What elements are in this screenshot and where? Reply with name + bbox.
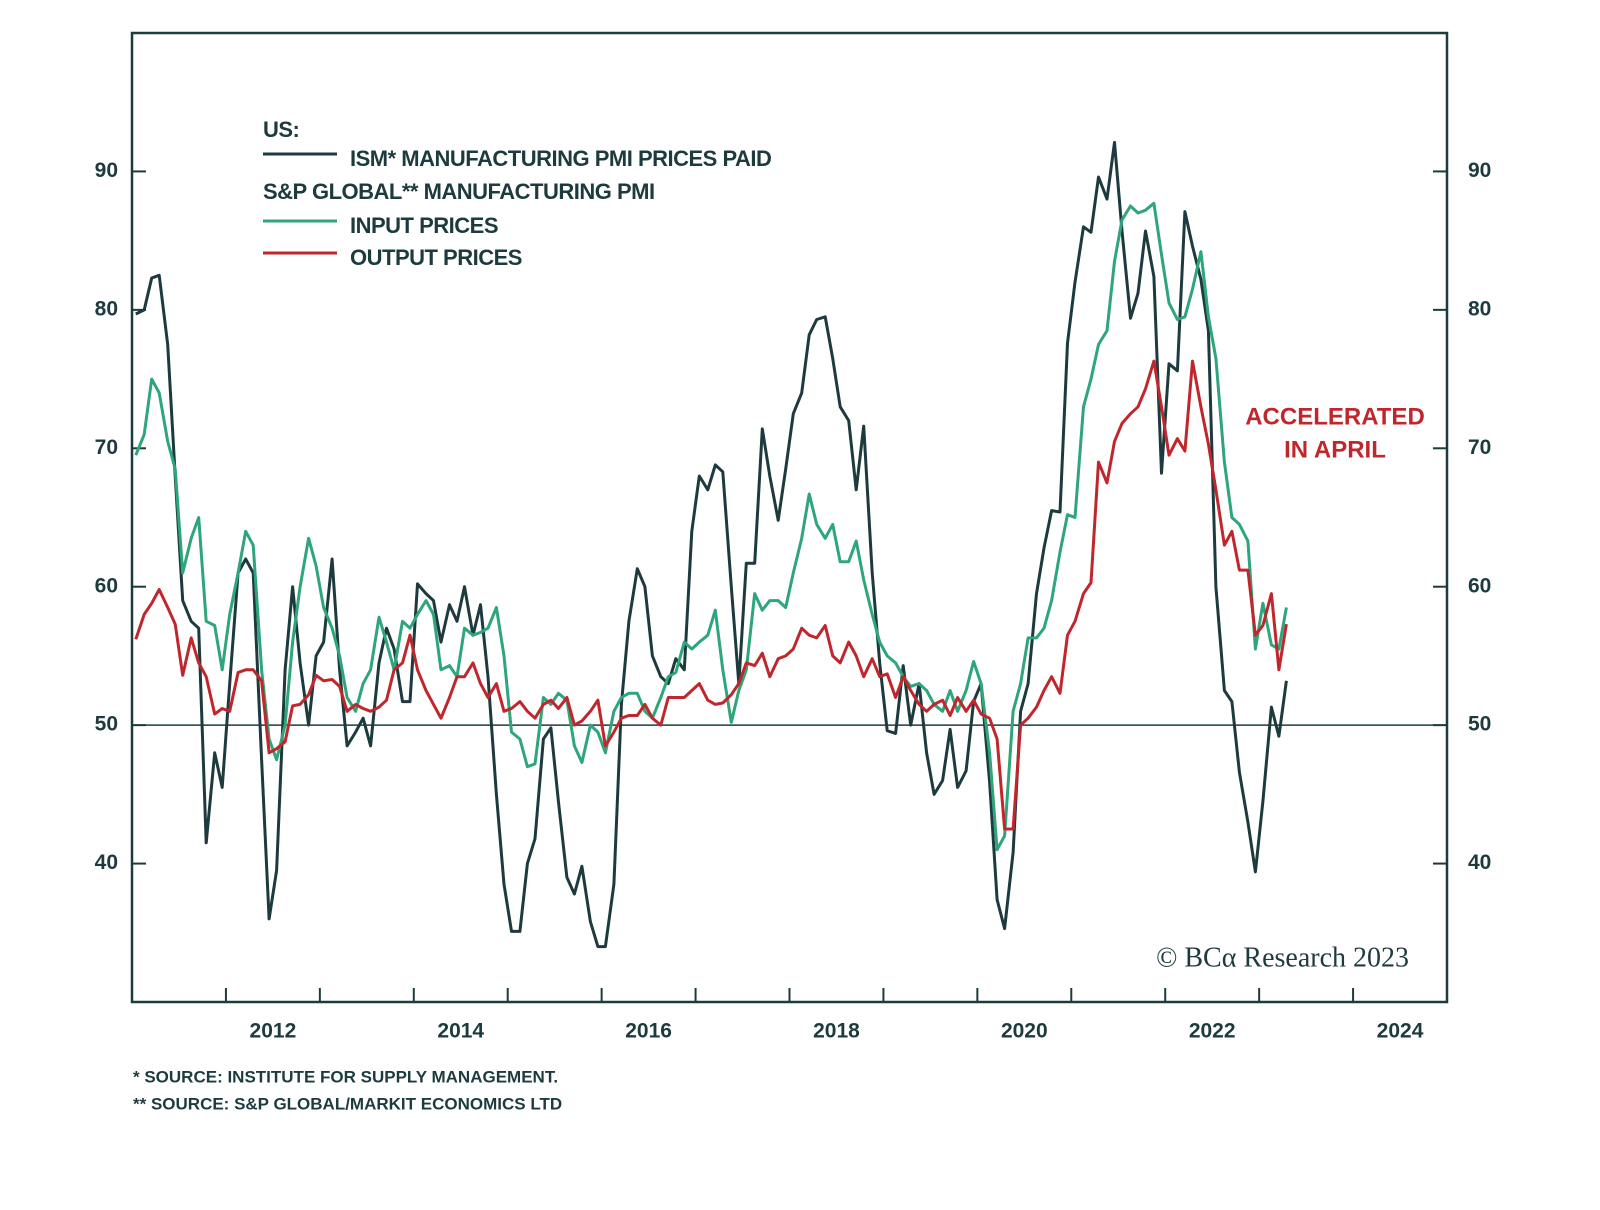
annotation: IN APRIL (1284, 436, 1386, 463)
y2-tick-label: 50 (1468, 713, 1491, 736)
x-tick-label: 2014 (437, 1020, 484, 1043)
y2-tick-label: 70 (1468, 436, 1491, 459)
x-tick-label: 2022 (1189, 1020, 1236, 1043)
annotation: ACCELERATED (1245, 403, 1425, 430)
x-tick-label: 2024 (1377, 1020, 1424, 1043)
y-tick-label: 80 (95, 297, 118, 320)
footnote: * SOURCE: INSTITUTE FOR SUPPLY MANAGEMEN… (133, 1067, 558, 1086)
x-tick-label: 2012 (250, 1020, 297, 1043)
legend-label: OUTPUT PRICES (350, 245, 522, 270)
legend-label: INPUT PRICES (350, 213, 498, 238)
y2-tick-label: 40 (1468, 851, 1491, 874)
y-tick-label: 90 (95, 159, 118, 182)
y2-tick-label: 80 (1468, 297, 1491, 320)
footnote: ** SOURCE: S&P GLOBAL/MARKIT ECONOMICS L… (133, 1094, 562, 1113)
x-tick-label: 2016 (625, 1020, 672, 1043)
y2-tick-label: 60 (1468, 574, 1491, 597)
x-tick-label: 2018 (813, 1020, 860, 1043)
x-tick-label: 2020 (1001, 1020, 1048, 1043)
series-line (134, 359, 1288, 831)
source: © BCα Research 2023 (1156, 942, 1409, 973)
legend-title: US: (263, 117, 299, 142)
y-tick-label: 70 (95, 436, 118, 459)
series-line (135, 140, 1288, 949)
y-tick-label: 50 (95, 713, 118, 736)
series-line (134, 201, 1288, 852)
legend: US: S&P GLOBAL** MANUFACTURING PMI ISM* … (263, 117, 772, 270)
y-tick-label: 40 (95, 851, 118, 874)
y-tick-label: 60 (95, 574, 118, 597)
plot-frame (130, 31, 1449, 1004)
legend-group-label: S&P GLOBAL** MANUFACTURING PMI (263, 179, 655, 204)
y2-tick-label: 90 (1468, 159, 1491, 182)
legend-label: ISM* MANUFACTURING PMI PRICES PAID (350, 146, 771, 171)
